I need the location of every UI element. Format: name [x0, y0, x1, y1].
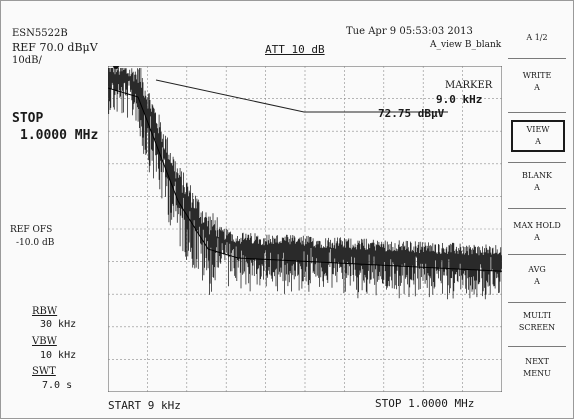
rbw-label: RBW — [32, 306, 58, 317]
softkey-divider — [508, 162, 566, 163]
vbw-label: VBW — [32, 336, 57, 347]
start-frequency: START 9 kHz — [108, 399, 181, 412]
stop-frequency-footer: STOP 1.0000 MHz — [375, 397, 475, 410]
spectrum-plot — [108, 66, 502, 392]
ref-offset-label: REF OFS — [10, 225, 53, 235]
marker-title: MARKER — [445, 80, 493, 91]
softkey-multi-screen[interactable]: MULTI SCREEN — [510, 310, 564, 334]
sweep-time-label: SWT — [32, 366, 56, 377]
scale-per-division: 10dB/ — [12, 55, 42, 66]
softkey-divider — [508, 302, 566, 303]
softkey-label: MAX HOLD — [513, 221, 561, 230]
softkey-divider — [508, 254, 566, 255]
softkey-divider — [508, 112, 566, 113]
sweep-time-value: 7.0 s — [42, 380, 73, 391]
stop-frequency-label: STOP — [12, 111, 44, 126]
attenuation-readout: ATT 10 dB — [265, 43, 325, 56]
softkey-divider — [508, 208, 566, 209]
ref-offset-value: -10.0 dB — [16, 238, 55, 248]
stop-frequency-value: 1.0000 MHz — [20, 128, 99, 143]
trace-average — [108, 87, 502, 272]
softkey-view-a[interactable]: VIEW A — [511, 120, 565, 152]
softkey-sublabel: SCREEN — [518, 323, 556, 332]
marker-point — [113, 66, 119, 69]
softkey-sublabel: A — [535, 137, 541, 146]
vbw-value: 10 kHz — [40, 350, 77, 361]
reference-level: REF 70.0 dBμV — [12, 41, 98, 54]
softkey-label: AVG — [528, 265, 546, 274]
softkey-blank-a[interactable]: BLANK A — [510, 170, 564, 194]
softkey-write-a[interactable]: WRITE A — [510, 70, 564, 94]
rbw-value: 30 kHz — [40, 319, 77, 330]
softkey-panel: A 1/2 WRITE A VIEW A BLANK A MAX HOLD A … — [508, 28, 568, 380]
marker-leader-lower — [155, 79, 448, 113]
softkey-next-menu[interactable]: NEXT MENU — [510, 356, 564, 380]
instrument-model: ESN5522B — [12, 28, 68, 39]
trace-view-status: A_view B_blank — [430, 40, 502, 50]
softkey-sublabel: A — [534, 277, 540, 286]
spectrum-trace — [108, 68, 502, 300]
softkey-max-hold-a[interactable]: MAX HOLD A — [510, 220, 564, 244]
softkey-page-indicator: A 1/2 — [526, 33, 548, 42]
softkey-label: VIEW — [526, 125, 550, 134]
softkey-avg-a[interactable]: AVG A — [510, 264, 564, 288]
softkey-sublabel: A — [534, 183, 540, 192]
softkey-sublabel: A — [534, 233, 540, 242]
softkey-label: BLANK — [522, 171, 552, 180]
date-time: Tue Apr 9 05:53:03 2013 — [346, 26, 473, 37]
softkey-label: NEXT MENU — [523, 357, 551, 378]
marker-level: 72.75 dBμV — [378, 107, 445, 120]
softkey-divider — [508, 346, 566, 347]
softkey-label: WRITE — [522, 71, 552, 80]
softkey-sublabel: A — [534, 83, 540, 92]
softkey-divider — [508, 58, 566, 59]
softkey-label: MULTI — [522, 311, 552, 320]
marker-frequency: 9.0 kHz — [436, 93, 483, 106]
